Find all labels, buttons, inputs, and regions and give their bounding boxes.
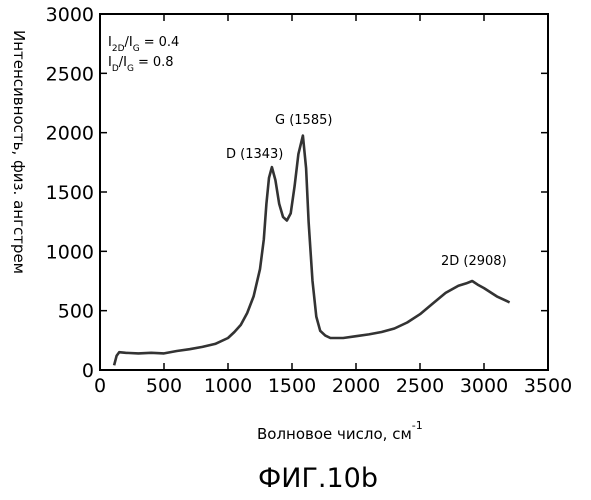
- x-tick-label: 1000: [204, 375, 252, 397]
- y-axis-label: Интенсивность, физ. ангстрем: [10, 30, 28, 274]
- x-tick-label: 500: [146, 375, 182, 397]
- peak-label-2d: 2D (2908): [441, 254, 507, 269]
- x-tick-label: 2000: [332, 375, 380, 397]
- y-tick-label: 0: [82, 360, 94, 382]
- x-axis-label: Волновое число, см-1: [257, 419, 423, 443]
- y-tick-label: 500: [58, 301, 94, 323]
- y-tick-label: 3000: [46, 4, 94, 26]
- y-tick-label: 1500: [46, 182, 94, 204]
- y-tick-label: 2500: [46, 63, 94, 85]
- y-tick-label: 2000: [46, 123, 94, 145]
- ratio-d-g: ID/IG=0.8: [108, 55, 174, 74]
- ratio-annotations: I2D/IG=0.4 ID/IG=0.8: [108, 35, 179, 74]
- peak-label-g: G (1585): [275, 113, 332, 128]
- x-tick-label: 3000: [460, 375, 508, 397]
- ratio-2d-g: I2D/IG=0.4: [108, 35, 179, 54]
- spectrum-line: [114, 136, 510, 366]
- x-tick-label: 2500: [396, 375, 444, 397]
- peak-label-d: D (1343): [226, 147, 283, 162]
- x-tick-label: 3500: [524, 375, 572, 397]
- figure-caption: ФИГ.10b: [258, 463, 378, 494]
- y-tick-label: 1000: [46, 241, 94, 263]
- x-tick-label: 1500: [268, 375, 316, 397]
- x-tick-label: 0: [94, 375, 106, 397]
